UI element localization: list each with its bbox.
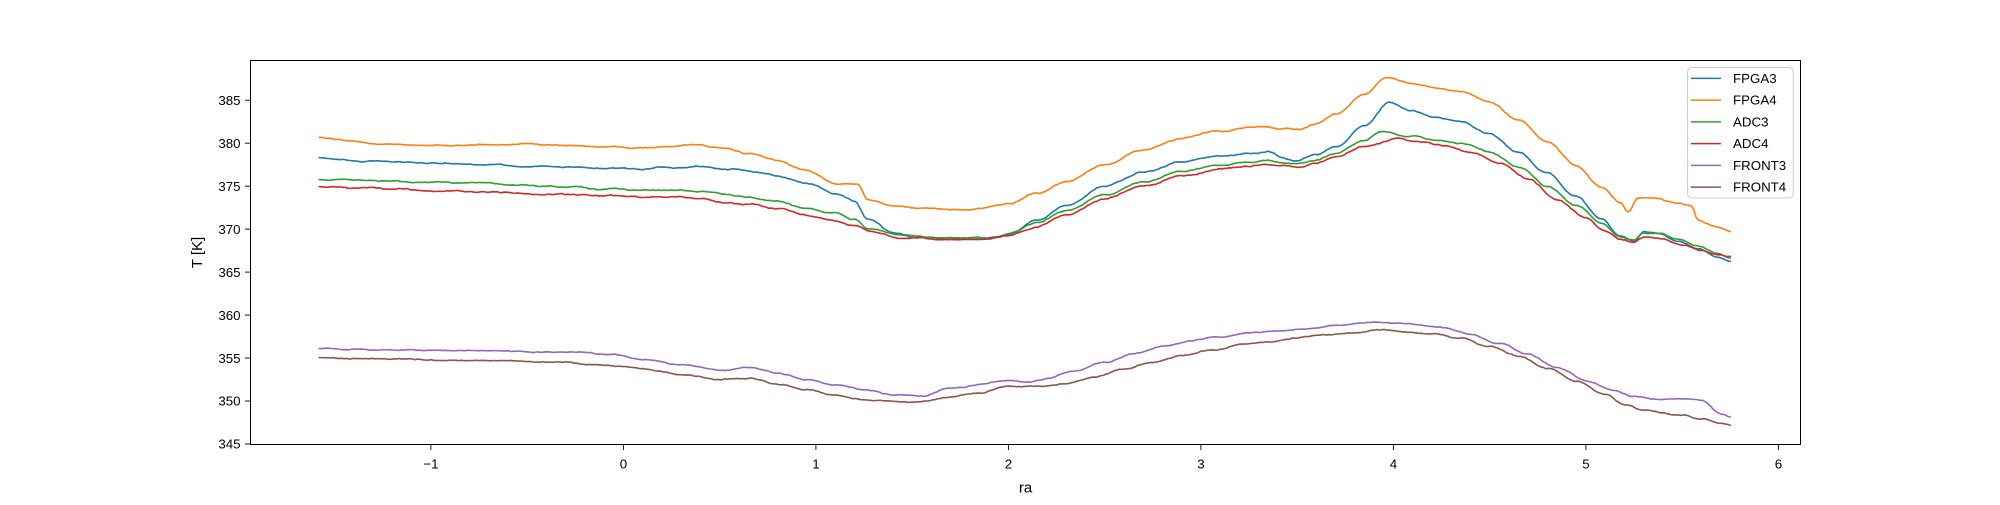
svg-text:ra: ra xyxy=(1019,480,1033,497)
svg-text:FRONT4: FRONT4 xyxy=(1733,180,1786,195)
svg-text:380: 380 xyxy=(218,136,240,151)
svg-text:385: 385 xyxy=(218,93,240,108)
svg-text:T [K]: T [K] xyxy=(189,237,206,268)
svg-text:ADC3: ADC3 xyxy=(1733,114,1768,129)
svg-text:360: 360 xyxy=(218,308,240,323)
svg-text:355: 355 xyxy=(218,351,240,366)
svg-text:375: 375 xyxy=(218,179,240,194)
svg-text:FPGA4: FPGA4 xyxy=(1733,93,1777,108)
svg-text:6: 6 xyxy=(1775,457,1782,472)
svg-text:345: 345 xyxy=(218,437,240,452)
svg-text:370: 370 xyxy=(218,222,240,237)
svg-text:FRONT3: FRONT3 xyxy=(1733,158,1786,173)
svg-text:5: 5 xyxy=(1582,457,1589,472)
svg-text:−1: −1 xyxy=(423,457,438,472)
svg-text:365: 365 xyxy=(218,265,240,280)
svg-text:4: 4 xyxy=(1390,457,1397,472)
svg-text:FPGA3: FPGA3 xyxy=(1733,71,1777,86)
svg-text:2: 2 xyxy=(1005,457,1012,472)
svg-text:0: 0 xyxy=(620,457,627,472)
svg-text:350: 350 xyxy=(218,394,240,409)
svg-text:3: 3 xyxy=(1197,457,1204,472)
svg-text:1: 1 xyxy=(812,457,819,472)
svg-text:ADC4: ADC4 xyxy=(1733,136,1768,151)
